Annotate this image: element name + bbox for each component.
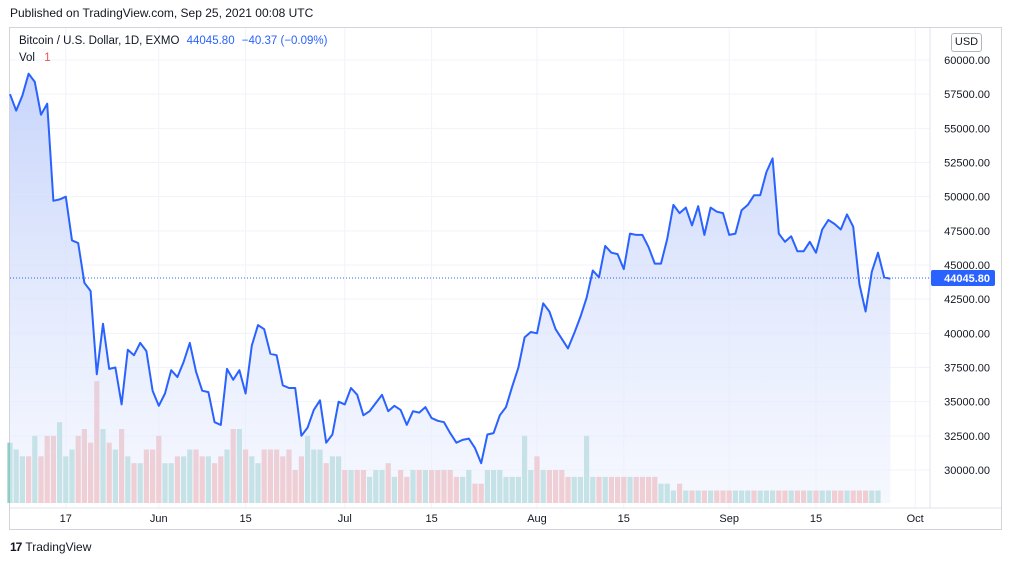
price-line	[9, 72, 891, 465]
time-tick-label: 17	[60, 513, 72, 525]
price-tick-label: 47500.00	[944, 226, 990, 238]
price-tick-label: 60000.00	[944, 55, 990, 67]
time-tick-label: 15	[810, 513, 822, 525]
last-price-badge	[931, 270, 995, 287]
last-price-value: 44045.80	[186, 35, 235, 47]
price-tick-label: 35000.00	[944, 397, 990, 409]
chart-frame[interactable]	[9, 27, 1002, 530]
price-tick-label: 37500.00	[944, 363, 990, 375]
time-tick-label: 15	[425, 513, 437, 525]
last-price-badge-text: 44045.80	[944, 273, 990, 285]
volume-value: 1	[44, 52, 51, 64]
price-tick-label: 40000.00	[944, 328, 990, 340]
tradingview-footer[interactable]: 17 TradingView	[10, 540, 91, 554]
time-tick-label: Aug	[527, 513, 547, 525]
last-price-label: 44045.80	[931, 270, 995, 287]
price-tick-label: 52500.00	[944, 158, 990, 170]
time-tick-label: Sep	[719, 513, 739, 525]
volume-legend[interactable]: Vol 1	[19, 52, 51, 64]
volume-label: Vol	[19, 52, 35, 64]
time-tick-label: 15	[239, 513, 251, 525]
published-caption: Published on TradingView.com, Sep 25, 20…	[10, 6, 314, 20]
price-tick-label: 32500.00	[944, 431, 990, 443]
time-tick-label: Jun	[150, 513, 168, 525]
price-tick-label: 57500.00	[944, 89, 990, 101]
price-tick-label: 45000.00	[944, 260, 990, 272]
symbol-name: Bitcoin / U.S. Dollar, 1D, EXMO	[19, 35, 180, 47]
time-tick-label: Jul	[338, 513, 352, 525]
symbol-legend[interactable]: Bitcoin / U.S. Dollar, 1D, EXMO 44045.80…	[19, 35, 327, 47]
time-tick-label: 15	[618, 513, 630, 525]
currency-button[interactable]: USD	[951, 33, 982, 52]
price-tick-label: 55000.00	[944, 123, 990, 135]
price-area-fill	[10, 73, 891, 503]
price-tick-label: 42500.00	[944, 294, 990, 306]
brand-name: TradingView	[25, 540, 92, 554]
price-tick-label: 30000.00	[944, 465, 990, 477]
price-axis: 60000.00 57500.00 55000.00 52500.00 50000.00…	[944, 55, 990, 477]
tradingview-logo-icon: 17	[10, 540, 22, 554]
price-change-value: −40.37 (−0.09%)	[241, 35, 328, 47]
time-axis: 17 Jun 15 Jul 15 Aug 15 Sep 15 Oct	[60, 513, 924, 525]
time-tick-label: Oct	[907, 513, 924, 525]
price-tick-label: 50000.00	[944, 192, 990, 204]
